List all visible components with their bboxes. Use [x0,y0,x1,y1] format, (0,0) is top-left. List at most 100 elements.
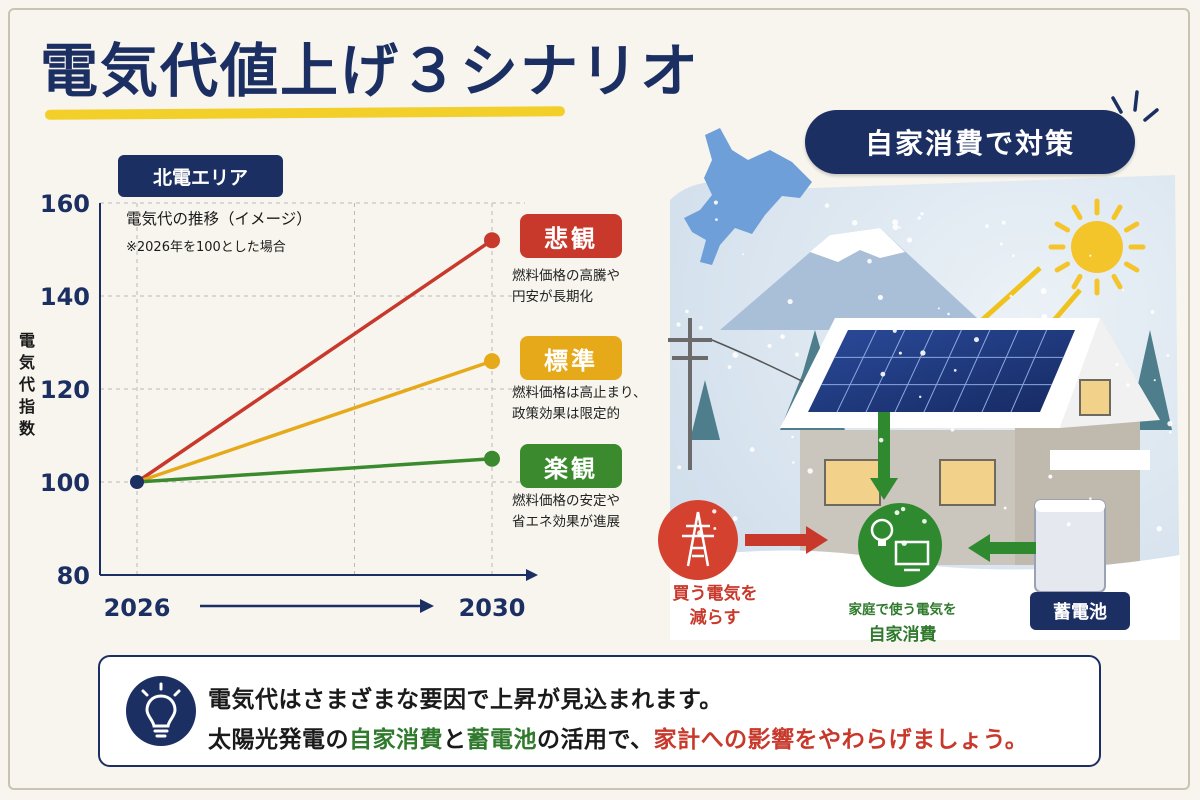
x-axis-arrowhead [526,569,538,581]
page-title: 電気代値上げ３シナリオ [40,37,701,105]
y-axis-label-char: 気 [19,353,35,372]
sun-icon [1048,198,1146,296]
panel-gridline [981,329,1019,413]
scenario-desc-line: 燃料価格の高騰や [512,268,620,284]
snowflake [1156,525,1162,532]
snowflake [894,510,900,516]
scenario-tag-standard: 標準 [520,336,622,380]
data-point-origin [130,475,144,489]
chart-inner-title: 電気代の推移（イメージ） [126,210,312,228]
panel-gridline [952,329,991,413]
scenario-line-chart: 80 100 120 140 160 2026 2030 電気代の推移（イメージ） ※202… [18,190,538,622]
y-tick-label: 160 [40,190,90,218]
snowflake [727,365,732,369]
snowflake [1059,319,1064,324]
note-text: と [443,727,467,753]
snowflake [791,435,794,439]
y-tick-label: 120 [40,376,90,404]
y-axis-label-char: 電 [19,331,35,350]
scenario-tag-pessimistic: 悲観 [520,214,622,258]
snowflake [1150,310,1155,314]
snowflake [851,220,858,226]
solar-house-illustration [658,128,1180,640]
snowflake [1041,313,1048,320]
scenario-desc-line: 円安が長期化 [512,289,593,305]
snowflake [947,312,950,316]
snowflake [880,371,886,377]
sun-ray [1111,273,1123,290]
y-axis-label-char: 数 [19,419,36,438]
snowflake [973,337,980,343]
note-text: 太陽光発電の [208,727,349,753]
x-tick-label: 2026 [104,594,171,622]
power-pylon-icon [658,500,738,580]
y-tick-label: 140 [40,283,90,311]
scenario-desc-line: 省エネ効果が進展 [512,514,620,530]
snowflake [698,325,703,330]
snowflake [732,352,739,358]
panel-gridline [865,329,906,413]
snowflake [767,343,772,349]
self-consumption-pill: 自家消費で対策 [805,110,1135,174]
snowflake [917,216,921,220]
snowflake [794,352,800,357]
snowflake [807,468,813,474]
flow-arrows [745,412,1036,562]
snowflake [1003,506,1007,510]
battery-badge: 蓄電池 [1030,592,1130,630]
snowflake [1166,353,1170,357]
snowflake [1089,497,1092,500]
sun-ray [1054,221,1071,233]
snowflake [1031,423,1036,427]
snowflake [918,395,922,399]
sun-ray [1071,204,1083,221]
snowflake [1048,474,1053,479]
info-note-box [98,655,1101,767]
self-consumption-label: 自家消費 [868,625,937,645]
panel-gridline [894,329,934,413]
sun-ray [1123,221,1140,233]
series-line-楽観 [135,457,494,484]
note-highlight-self-consumption: 自家消費 [349,727,443,753]
panel-gridline [923,329,962,413]
scenario-desc-line: 燃料価格は高止まり、 [512,385,647,401]
note-highlight-household: 家計への影響をやわらげましょう。 [653,727,1029,753]
chart-inner-note: ※2026年を100とした場合 [126,240,286,255]
sparkle-icon [1111,90,1159,122]
snowflake [749,447,755,452]
snowflake [713,200,718,205]
snowflake [697,530,703,537]
snowflake [892,219,899,226]
note-text: の活用で、 [537,727,654,753]
chart-ticks: 80 100 120 140 160 2026 2030 [40,190,526,622]
scenario-desc-line: 燃料価格の安定や [512,493,620,509]
chart-series [130,232,500,489]
snowflake [1009,294,1013,298]
scenario-tag-optimistic: 楽観 [520,444,622,488]
series-line-悲観 [135,238,494,484]
sun-ray [1054,261,1071,273]
panel-gridline [1010,329,1048,413]
data-point [484,450,500,467]
snowflake [878,437,884,443]
snowflake [899,226,902,229]
snowflake [715,218,718,221]
snowflake [1089,254,1092,257]
snowflake [676,322,681,327]
snowflake [999,242,1003,246]
snowflake [1126,383,1130,387]
area-badge: 北電エリア [118,155,283,197]
snowflake [892,224,899,231]
time-arrowhead [420,599,434,613]
panel-gridline [836,329,877,413]
y-axis-label-char: 指 [19,397,35,416]
snowflake [877,294,883,300]
snowflake [922,518,927,524]
snowflake [985,224,989,228]
snowflake [1066,522,1071,527]
snowflake [713,526,717,530]
data-point [484,232,500,249]
snowflake [685,309,689,314]
solar-panels [808,330,1075,412]
note-line-2: 太陽光発電の自家消費と蓄電池の活用で、家計への影響をやわらげましょう。 [208,720,1028,754]
